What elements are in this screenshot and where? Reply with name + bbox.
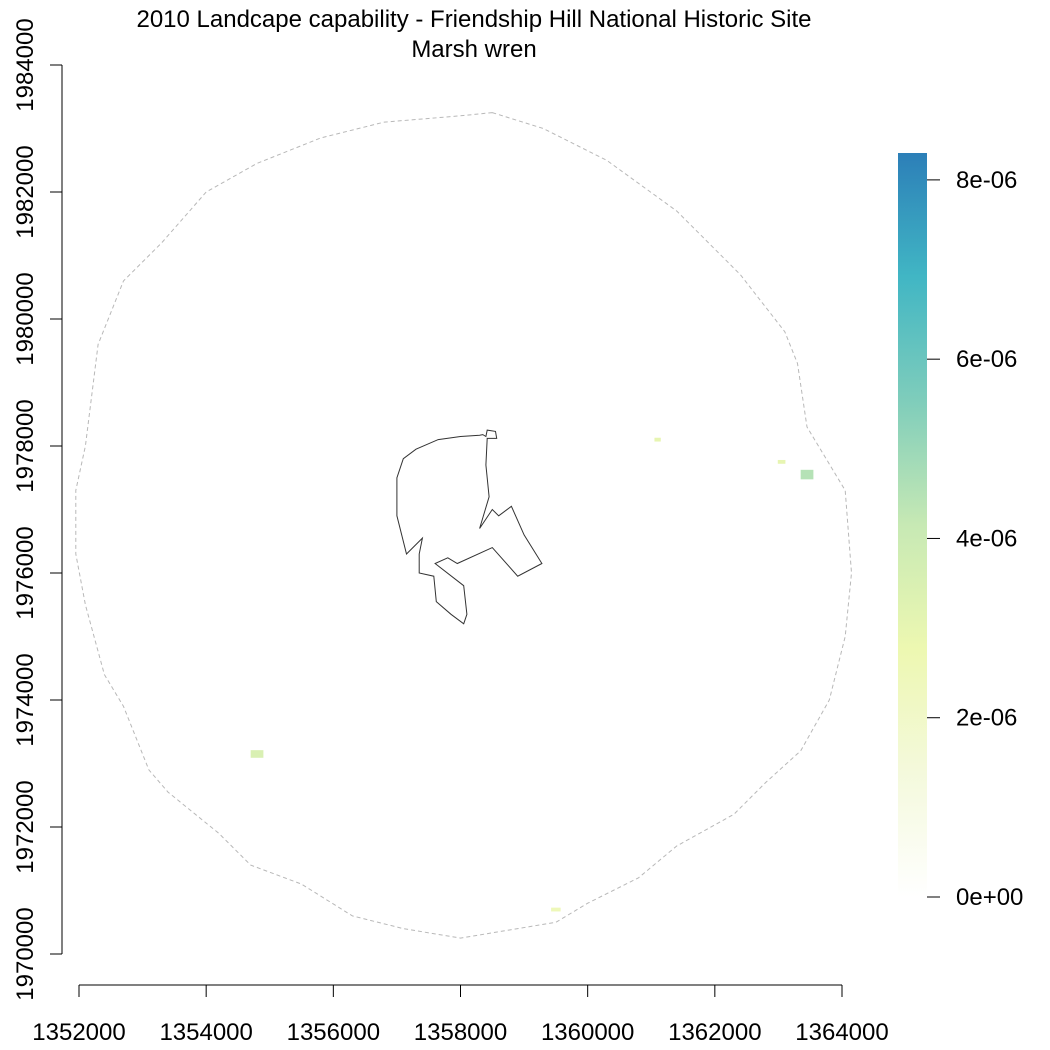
x-tick-label: 1358000: [414, 1019, 507, 1046]
raster-layer: [250, 437, 814, 912]
x-axis: 1352000 1354000 1356000 1358000 1360000 13620…: [32, 984, 889, 1046]
x-tick-label: 1364000: [795, 1019, 888, 1046]
legend-color-bar: [898, 153, 927, 897]
buffer-outline: [75, 112, 853, 939]
y-tick-label: 1974000: [12, 653, 39, 746]
raster-patch: [654, 437, 661, 442]
y-tick-label: 1972000: [12, 780, 39, 873]
legend-tick-label: 2e-06: [956, 705, 1017, 732]
y-tick-label: 1982000: [12, 145, 39, 238]
raster-patch: [777, 459, 786, 464]
y-tick-label: 1970000: [12, 907, 39, 1000]
legend-colorbar: 0e+00 2e-06 4e-06 6e-06 8e-06: [898, 153, 1023, 911]
legend-tick-label: 4e-06: [956, 525, 1017, 552]
y-tick-label: 1984000: [12, 18, 39, 111]
y-tick-label: 1980000: [12, 272, 39, 365]
y-tick-label: 1976000: [12, 526, 39, 619]
raster-patch: [551, 907, 561, 912]
x-tick-label: 1362000: [668, 1019, 761, 1046]
x-tick-label: 1354000: [159, 1019, 252, 1046]
chart-title-line1: 2010 Landcape capability - Friendship Hi…: [136, 6, 811, 33]
legend-tick-label: 6e-06: [956, 346, 1017, 373]
raster-patch: [800, 469, 814, 480]
legend-tick-label: 8e-06: [956, 167, 1017, 194]
legend-ticks: 0e+00 2e-06 4e-06 6e-06 8e-06: [927, 167, 1023, 911]
y-axis: 1970000 1972000 1974000 1976000 1978000 19800…: [12, 18, 63, 1001]
map-area: [75, 112, 853, 939]
raster-patch: [250, 750, 264, 758]
park-boundary: [396, 429, 543, 625]
x-tick-label: 1352000: [32, 1019, 125, 1046]
legend-tick-label: 0e+00: [956, 884, 1023, 911]
chart-title-line2: Marsh wren: [411, 36, 536, 63]
x-tick-label: 1356000: [287, 1019, 380, 1046]
y-tick-label: 1978000: [12, 399, 39, 492]
x-tick-label: 1360000: [541, 1019, 634, 1046]
